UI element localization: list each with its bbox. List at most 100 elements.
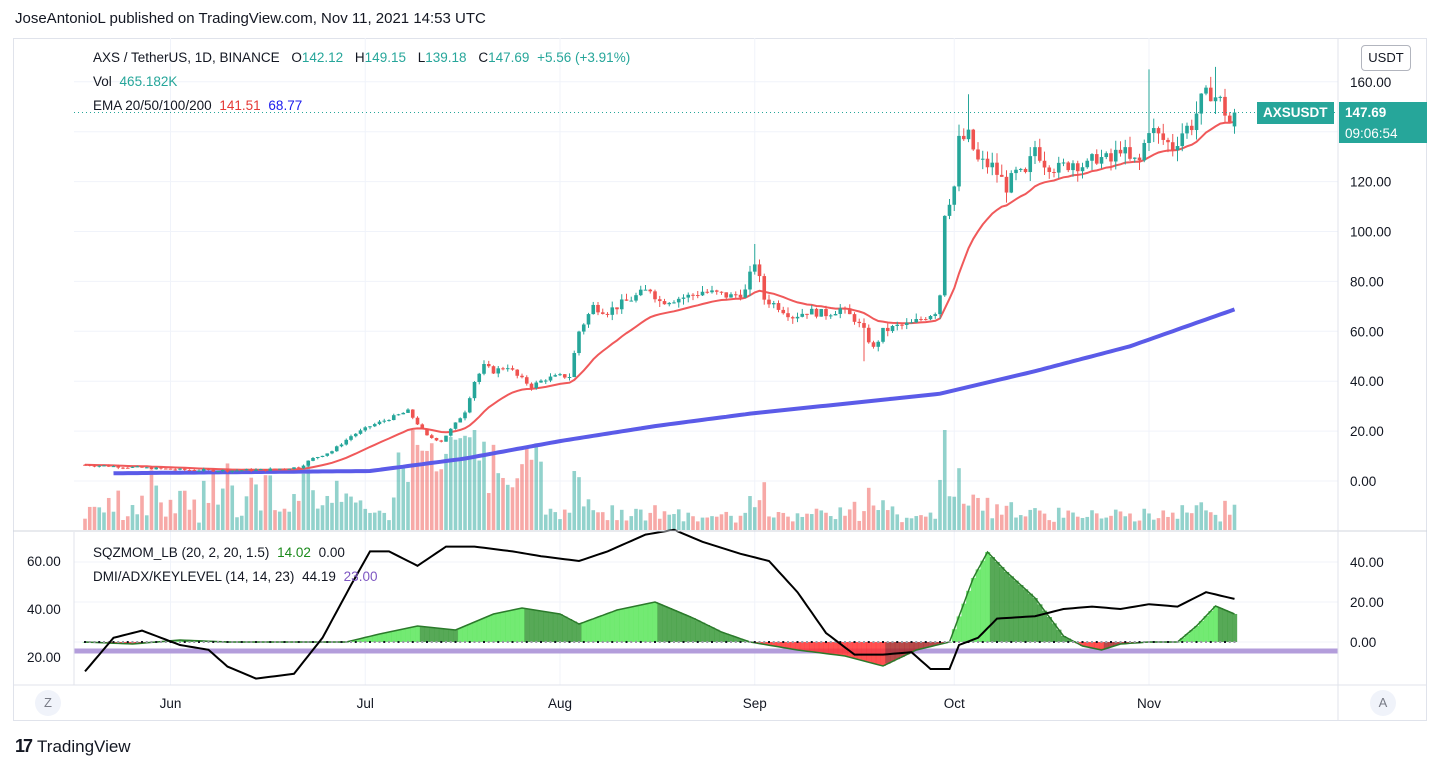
- candle-body: [852, 314, 857, 322]
- candle-body: [282, 468, 287, 470]
- candle-body: [1047, 167, 1052, 173]
- candle-body: [686, 294, 691, 298]
- candle-body: [809, 308, 814, 315]
- candle-body: [178, 468, 182, 470]
- candle-body: [795, 316, 800, 319]
- candle-body: [1218, 96, 1223, 98]
- legend-symbol[interactable]: AXS / TetherUS, 1D, BINANCE: [93, 50, 280, 65]
- volume-bar: [885, 510, 890, 530]
- squeeze-dot: [183, 641, 186, 643]
- volume-bar: [558, 519, 562, 530]
- volume-bar: [805, 513, 809, 530]
- candle-body: [634, 295, 638, 301]
- candle-body: [1113, 149, 1118, 162]
- ema-200-line: [113, 307, 1236, 476]
- squeeze-dot: [611, 641, 614, 643]
- volume-bar: [1052, 521, 1056, 530]
- candle-body: [125, 467, 130, 469]
- squeeze-dot: [316, 641, 319, 643]
- squeeze-dot: [1019, 641, 1022, 643]
- momentum-bar: [1027, 593, 1033, 642]
- candle-body: [710, 290, 714, 293]
- volume-bar: [814, 508, 819, 530]
- momentum-bar: [733, 637, 739, 642]
- volume-bar: [301, 473, 306, 530]
- candle-body: [1066, 162, 1071, 171]
- volume-bar: [486, 493, 491, 530]
- volume-bar: [610, 505, 615, 530]
- candle-body: [705, 291, 710, 293]
- squeeze-dot: [293, 641, 295, 643]
- candle-body: [933, 314, 938, 316]
- volume-bar: [648, 512, 653, 530]
- squeeze-dot: [155, 641, 158, 643]
- candle-body: [439, 440, 444, 442]
- squeeze-dot: [255, 641, 257, 643]
- osc-right-tick-label: 0.00: [1350, 635, 1376, 650]
- volume-bar: [681, 521, 686, 530]
- candle-body: [501, 368, 505, 370]
- dmi-label[interactable]: DMI/ADX/KEYLEVEL (14, 14, 23): [93, 569, 295, 584]
- momentum-bar: [391, 631, 397, 642]
- volume-bar: [577, 477, 581, 530]
- squeeze-dot: [1034, 641, 1036, 643]
- squeeze-dot: [582, 641, 585, 643]
- momentum-bar: [372, 635, 378, 642]
- candle-body: [135, 466, 140, 468]
- candle-body: [866, 327, 871, 343]
- volume-label[interactable]: Vol: [93, 74, 112, 89]
- sqzmom-label[interactable]: SQZMOM_LB (20, 2, 20, 1.5): [93, 545, 270, 560]
- footer-brand-text: TradingView: [37, 736, 131, 756]
- volume-bar: [852, 501, 857, 530]
- momentum-bar: [795, 642, 801, 650]
- squeeze-dot: [1200, 641, 1203, 643]
- squeeze-dot: [530, 641, 533, 643]
- volume-bar: [776, 512, 781, 530]
- momentum-bar: [1051, 623, 1057, 642]
- squeeze-dot: [492, 641, 495, 643]
- volume-bar: [581, 506, 586, 530]
- candle-body: [1090, 154, 1094, 161]
- auto-scale-button[interactable]: A: [1370, 690, 1396, 716]
- currency-button[interactable]: USDT: [1361, 45, 1411, 71]
- candle-body: [847, 308, 852, 315]
- squeeze-dot: [1000, 641, 1003, 643]
- squeeze-dot: [174, 641, 177, 643]
- volume-bar: [676, 509, 681, 530]
- candle-body: [596, 304, 600, 313]
- momentum-bar: [410, 627, 416, 642]
- momentum-bar: [396, 630, 402, 642]
- volume-bar: [591, 510, 596, 530]
- zoom-button[interactable]: Z: [35, 690, 61, 716]
- candle-body: [1166, 139, 1170, 143]
- candle-body: [871, 342, 876, 347]
- momentum-bar: [814, 642, 820, 653]
- volume-bar: [524, 446, 529, 530]
- ema-label[interactable]: EMA 20/50/100/200: [93, 98, 212, 113]
- squeeze-dot: [540, 641, 542, 643]
- volume-bar: [330, 502, 334, 530]
- candle-body: [1104, 153, 1109, 158]
- squeeze-dot: [179, 641, 181, 643]
- squeeze-dot: [264, 641, 267, 643]
- candle-body: [425, 428, 429, 436]
- candle-body: [477, 373, 482, 382]
- legend-open-value: 142.12: [301, 50, 344, 65]
- candle-body: [192, 470, 197, 472]
- squeeze-dot: [734, 641, 737, 643]
- candle-body: [895, 324, 900, 326]
- footer-brand[interactable]: 17 TradingView: [15, 736, 131, 757]
- squeeze-dot: [440, 641, 443, 643]
- squeeze-dot: [1119, 641, 1122, 643]
- candle-body: [553, 375, 558, 377]
- volume-bar: [201, 480, 206, 530]
- squeeze-dot: [1124, 641, 1127, 643]
- volume-bar: [824, 512, 828, 530]
- squeeze-dot: [1209, 641, 1212, 643]
- candle-body: [738, 294, 743, 298]
- volume-bar: [1066, 510, 1071, 530]
- momentum-bar: [923, 642, 929, 648]
- volume-bar: [358, 500, 363, 530]
- candle-body: [1094, 154, 1099, 164]
